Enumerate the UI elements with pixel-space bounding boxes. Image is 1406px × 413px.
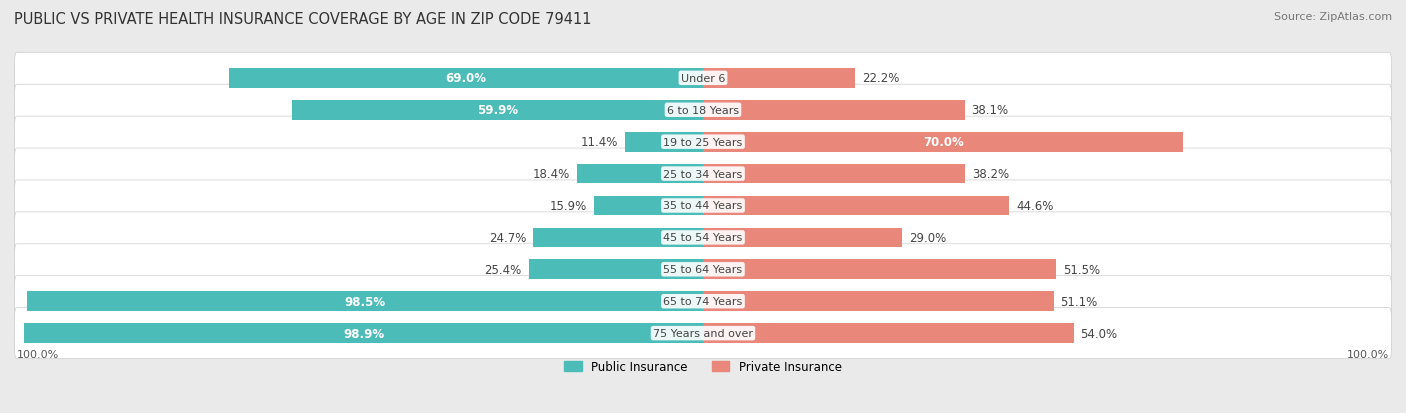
Bar	[703, 196, 1010, 216]
Bar	[703, 101, 965, 120]
Text: 22.2%: 22.2%	[862, 72, 900, 85]
Text: 98.9%: 98.9%	[343, 327, 384, 340]
FancyBboxPatch shape	[14, 180, 1392, 231]
Bar	[703, 164, 965, 184]
Text: 11.4%: 11.4%	[581, 136, 617, 149]
Text: PUBLIC VS PRIVATE HEALTH INSURANCE COVERAGE BY AGE IN ZIP CODE 79411: PUBLIC VS PRIVATE HEALTH INSURANCE COVER…	[14, 12, 592, 27]
Bar	[27, 292, 703, 311]
Bar	[703, 292, 1053, 311]
Text: 65 to 74 Years: 65 to 74 Years	[664, 297, 742, 306]
Text: 25 to 34 Years: 25 to 34 Years	[664, 169, 742, 179]
Bar	[703, 228, 903, 248]
Text: 51.1%: 51.1%	[1060, 295, 1098, 308]
Bar	[24, 323, 703, 343]
FancyBboxPatch shape	[14, 244, 1392, 295]
Text: 100.0%: 100.0%	[17, 349, 59, 359]
Bar	[229, 69, 703, 88]
Bar	[529, 260, 703, 280]
Text: 6 to 18 Years: 6 to 18 Years	[666, 105, 740, 116]
Text: 98.5%: 98.5%	[344, 295, 385, 308]
Bar	[703, 323, 1074, 343]
Bar	[533, 228, 703, 248]
Text: 75 Years and over: 75 Years and over	[652, 328, 754, 338]
Legend: Public Insurance, Private Insurance: Public Insurance, Private Insurance	[560, 355, 846, 378]
Text: 100.0%: 100.0%	[1347, 349, 1389, 359]
FancyBboxPatch shape	[14, 85, 1392, 136]
Text: 18.4%: 18.4%	[533, 168, 569, 180]
FancyBboxPatch shape	[14, 149, 1392, 199]
Text: 29.0%: 29.0%	[908, 231, 946, 244]
Text: 44.6%: 44.6%	[1017, 199, 1053, 212]
Text: 54.0%: 54.0%	[1080, 327, 1118, 340]
Text: 19 to 25 Years: 19 to 25 Years	[664, 138, 742, 147]
Bar	[703, 69, 855, 88]
Bar	[703, 133, 1184, 152]
Bar	[292, 101, 703, 120]
Text: 69.0%: 69.0%	[446, 72, 486, 85]
Text: 70.0%: 70.0%	[922, 136, 963, 149]
Text: 38.2%: 38.2%	[972, 168, 1010, 180]
Bar	[576, 164, 703, 184]
Text: 55 to 64 Years: 55 to 64 Years	[664, 265, 742, 275]
Text: 35 to 44 Years: 35 to 44 Years	[664, 201, 742, 211]
Text: Source: ZipAtlas.com: Source: ZipAtlas.com	[1274, 12, 1392, 22]
Bar	[624, 133, 703, 152]
FancyBboxPatch shape	[14, 212, 1392, 263]
Text: 15.9%: 15.9%	[550, 199, 586, 212]
FancyBboxPatch shape	[14, 117, 1392, 168]
Text: 24.7%: 24.7%	[489, 231, 527, 244]
Text: 59.9%: 59.9%	[477, 104, 517, 117]
FancyBboxPatch shape	[14, 276, 1392, 327]
Text: Under 6: Under 6	[681, 74, 725, 84]
FancyBboxPatch shape	[14, 53, 1392, 104]
Text: 25.4%: 25.4%	[485, 263, 522, 276]
Bar	[593, 196, 703, 216]
Bar	[703, 260, 1056, 280]
FancyBboxPatch shape	[14, 308, 1392, 359]
Text: 38.1%: 38.1%	[972, 104, 1008, 117]
Text: 45 to 54 Years: 45 to 54 Years	[664, 233, 742, 243]
Text: 51.5%: 51.5%	[1063, 263, 1101, 276]
